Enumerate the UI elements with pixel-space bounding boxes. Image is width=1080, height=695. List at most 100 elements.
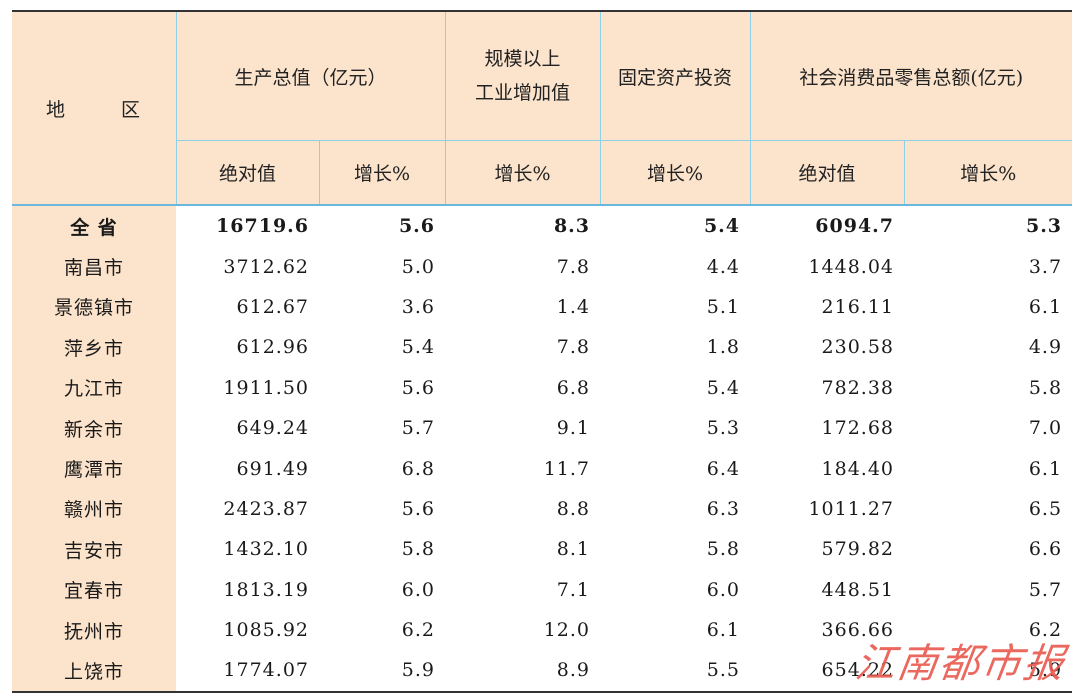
gdp-growth-cell: 5.7 <box>401 417 436 440</box>
gdp-growth-cell: 3.6 <box>401 295 436 318</box>
table-row: 景德镇市 612.67 3.6 1.4 5.1 216.11 6.1 <box>12 286 1072 328</box>
gdp-growth-cell: 5.0 <box>401 255 436 278</box>
gdp-absolute-cell: 1085.92 <box>223 619 309 642</box>
retail-growth-cell: 7.0 <box>1028 417 1063 440</box>
gdp-growth-cell: 5.4 <box>401 336 436 359</box>
retail-absolute-cell: 782.38 <box>821 376 895 399</box>
table-row: 九江市 1911.50 5.6 6.8 5.4 782.38 5.8 <box>12 367 1072 408</box>
investment-growth-cell: 5.4 <box>706 376 741 399</box>
industry-growth-cell: 8.3 <box>553 215 591 238</box>
table-row: 吉安市 1432.10 5.8 8.1 5.8 579.82 6.6 <box>12 529 1072 570</box>
gdp-growth-cell: 5.6 <box>401 497 436 520</box>
gdp-growth-cell: 6.0 <box>401 578 436 601</box>
gdp-absolute-cell: 1432.10 <box>223 538 309 561</box>
region-name-cell: 鹰潭市 <box>12 448 176 489</box>
retail-absolute-cell: 448.51 <box>821 578 895 601</box>
retail-absolute-cell: 230.58 <box>821 336 895 359</box>
retail-growth-cell: 6.1 <box>1028 457 1063 480</box>
subheader-industry-growth: 增长% <box>444 140 601 206</box>
industry-growth-cell: 8.9 <box>445 650 601 693</box>
retail-growth-cell: 5.3 <box>1025 215 1063 238</box>
retail-absolute-cell: 579.82 <box>821 538 895 561</box>
gdp-growth-cell: 5.6 <box>398 215 436 238</box>
gdp-absolute-cell: 612.96 <box>236 336 309 359</box>
industry-growth-cell: 8.8 <box>556 497 591 520</box>
header-investment: 固定资产投资 <box>599 11 751 141</box>
industry-growth-cell: 7.1 <box>556 578 591 601</box>
industry-growth-cell: 12.0 <box>543 619 591 642</box>
gdp-absolute-cell: 1774.07 <box>176 650 319 693</box>
stats-table-frame: 地区 生产总值（亿元） 规模以上 工业增加值 固定资产投资 社会消费品零售总额(亿… <box>12 10 1073 693</box>
industry-growth-cell: 9.1 <box>556 417 591 440</box>
region-name-cell: 南昌市 <box>12 246 176 287</box>
retail-absolute-cell: 654.22 <box>750 650 905 693</box>
table-row: 鹰潭市 691.49 6.8 11.7 6.4 184.40 6.1 <box>12 448 1072 489</box>
header-retail: 社会消费品零售总额(亿元) <box>749 11 1073 141</box>
retail-growth-cell: 5.7 <box>1028 578 1063 601</box>
gdp-growth-cell: 6.2 <box>401 619 436 642</box>
newspaper-watermark: 江南都市报 <box>852 641 1069 687</box>
investment-growth-cell: 6.0 <box>706 578 741 601</box>
region-name-cell: 吉安市 <box>12 529 176 570</box>
investment-growth-cell: 1.8 <box>706 336 741 359</box>
investment-growth-cell: 5.3 <box>706 417 741 440</box>
gdp-growth-cell: 5.8 <box>401 538 436 561</box>
retail-absolute-cell: 6094.7 <box>815 215 895 238</box>
table-row: 赣州市 2423.87 5.6 8.8 6.3 1011.27 6.5 <box>12 488 1072 530</box>
region-name-cell: 宜春市 <box>12 569 176 610</box>
retail-growth-cell: 6.1 <box>1028 295 1063 318</box>
investment-growth-cell: 6.3 <box>706 497 741 520</box>
header-region: 地区 <box>12 11 176 206</box>
region-name-cell: 全 省 <box>12 205 176 247</box>
industry-growth-cell: 6.8 <box>556 376 591 399</box>
investment-growth-cell: 5.1 <box>706 295 741 318</box>
table-row: 萍乡市 612.96 5.4 7.8 1.8 230.58 4.9 <box>12 327 1072 368</box>
subheader-gdp-absolute: 绝对值 <box>175 140 319 206</box>
industry-growth-cell: 1.4 <box>556 295 591 318</box>
retail-absolute-cell: 184.40 <box>821 457 895 480</box>
gdp-absolute-cell: 612.67 <box>236 295 309 318</box>
retail-absolute-cell: 1011.27 <box>808 497 895 520</box>
industry-growth-cell: 7.8 <box>556 336 591 359</box>
table-row: 南昌市 3712.62 5.0 7.8 4.4 1448.04 3.7 <box>12 246 1072 287</box>
gdp-absolute-cell: 1813.19 <box>223 578 309 601</box>
investment-growth-cell: 4.4 <box>706 255 741 278</box>
industry-growth-cell: 7.8 <box>556 255 591 278</box>
subheader-investment-growth: 增长% <box>599 140 751 206</box>
table-row: 上饶市 1774.07 5.9 8.9 5.5 654.22 5.9 <box>12 650 1073 693</box>
region-name-cell: 新余市 <box>12 407 176 449</box>
subheader-gdp-growth: 增长% <box>318 140 446 206</box>
investment-growth-cell: 6.4 <box>706 457 741 480</box>
table-row: 宜春市 1813.19 6.0 7.1 6.0 448.51 5.7 <box>12 569 1072 610</box>
gdp-absolute-cell: 649.24 <box>236 417 309 440</box>
gdp-growth-cell: 5.6 <box>401 376 436 399</box>
investment-growth-cell: 5.5 <box>600 650 751 693</box>
investment-growth-cell: 5.4 <box>703 215 741 238</box>
retail-absolute-cell: 172.68 <box>821 417 895 440</box>
gdp-growth-cell: 6.8 <box>401 457 436 480</box>
retail-growth-cell: 6.6 <box>1028 538 1063 561</box>
retail-growth-cell: 5.8 <box>1028 376 1063 399</box>
subheader-retail-absolute: 绝对值 <box>749 140 905 206</box>
retail-growth-cell: 4.9 <box>1028 336 1063 359</box>
gdp-absolute-cell: 16719.6 <box>216 215 309 238</box>
retail-growth-cell: 6.5 <box>1028 497 1063 520</box>
investment-growth-cell: 6.1 <box>706 619 741 642</box>
table-row-total: 全 省 16719.6 5.6 8.3 5.4 6094.7 5.3 <box>12 205 1072 247</box>
table-row: 抚州市 1085.92 6.2 12.0 6.1 366.66 6.2 <box>12 609 1072 651</box>
retail-absolute-cell: 216.11 <box>821 295 895 318</box>
gdp-absolute-cell: 2423.87 <box>223 497 309 520</box>
investment-growth-cell: 5.8 <box>706 538 741 561</box>
header-industry: 规模以上 工业增加值 <box>444 11 601 141</box>
region-name-cell: 抚州市 <box>12 609 176 651</box>
header-gdp: 生产总值（亿元） <box>175 11 446 141</box>
region-name-cell: 萍乡市 <box>12 327 176 368</box>
table-body: 全 省 16719.6 5.6 8.3 5.4 6094.7 5.3 南昌市 3712.62 5.… <box>12 205 1073 693</box>
gdp-absolute-cell: 1911.50 <box>223 376 309 399</box>
gdp-absolute-cell: 691.49 <box>236 457 309 480</box>
table-row: 新余市 649.24 5.7 9.1 5.3 172.68 7.0 <box>12 407 1072 449</box>
retail-absolute-cell: 366.66 <box>821 619 895 642</box>
retail-growth-cell: 6.2 <box>1028 619 1063 642</box>
gdp-growth-cell: 5.9 <box>319 650 446 693</box>
subheader-retail-growth: 增长% <box>903 140 1073 206</box>
